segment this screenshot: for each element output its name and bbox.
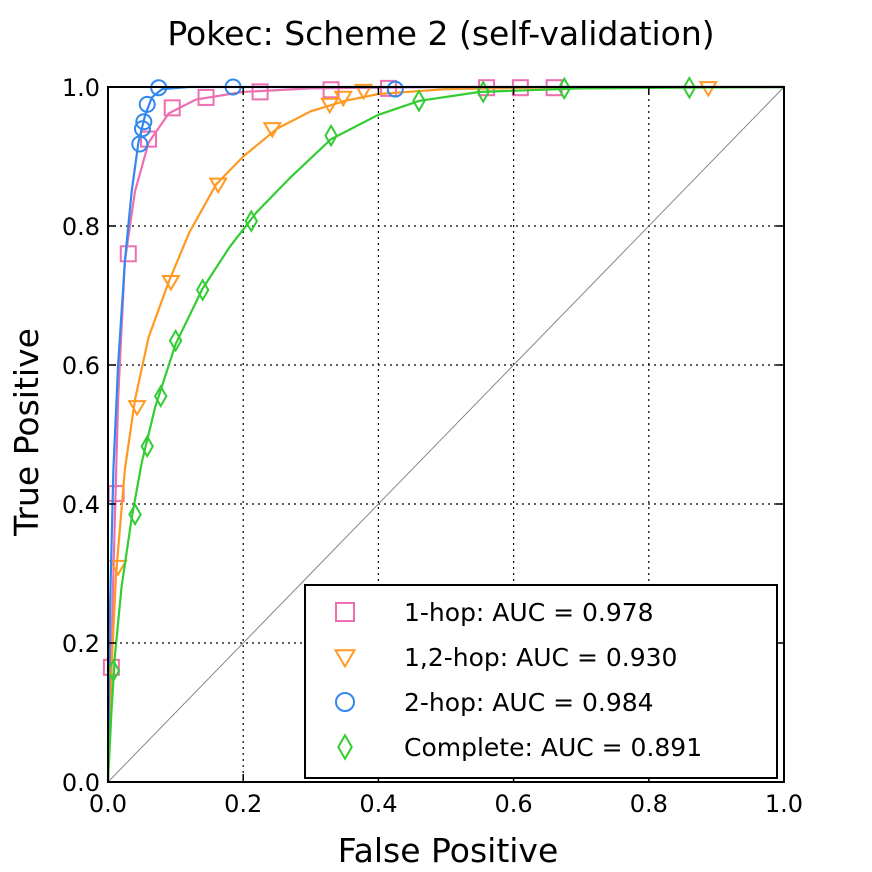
y-tick-label: 1.0 — [62, 74, 100, 102]
x-tick-label: 0.4 — [359, 790, 397, 818]
legend-box — [304, 584, 778, 779]
legend-marker — [335, 602, 355, 622]
x-tick-label: 0.2 — [224, 790, 262, 818]
data-point — [140, 434, 154, 459]
data-point — [386, 80, 404, 98]
data-point — [195, 278, 210, 302]
data-point — [322, 81, 340, 99]
chart-title: Pokec: Scheme 2 (self-validation) — [167, 14, 714, 53]
legend-marker — [333, 649, 357, 669]
x-axis-label: False Positive — [338, 831, 559, 870]
data-point — [557, 76, 572, 101]
data-point — [197, 88, 215, 106]
data-point — [262, 122, 282, 139]
axis-ticks: 0.0 0.2 0.4 0.6 0.8 1.0 0.0 0.2 0.4 0.6 0.8 1.0 — [62, 74, 803, 818]
x-tick-label: 0.0 — [89, 790, 127, 818]
y-axis-label: True Positive — [7, 328, 46, 537]
legend-marker — [337, 733, 353, 761]
data-point — [476, 80, 490, 104]
data-point — [208, 177, 228, 195]
data-point — [380, 79, 398, 97]
chance-diagonal — [107, 86, 785, 783]
legend: 1-hop: AUC = 0.978 1,2-hop: AUC = 0.930 2-… — [304, 584, 778, 779]
legend-entry: 1-hop: AUC = 0.978 — [404, 598, 654, 627]
data-point — [133, 120, 151, 138]
data-point — [333, 90, 353, 108]
data-point — [168, 328, 183, 353]
data-point — [324, 123, 338, 148]
x-tick-label: 0.8 — [630, 790, 668, 818]
legend-entry: Complete: AUC = 0.891 — [404, 733, 702, 762]
data-point — [682, 75, 697, 100]
x-tick-label: 1.0 — [765, 790, 803, 818]
legend-entry: 1,2-hop: AUC = 0.930 — [404, 643, 677, 672]
y-tick-label: 0.0 — [62, 769, 100, 797]
legend-entry: 2-hop: AUC = 0.984 — [404, 688, 654, 717]
data-point — [163, 99, 181, 117]
data-point — [119, 245, 137, 263]
y-tick-label: 0.6 — [62, 352, 100, 380]
series-4 — [106, 75, 785, 783]
data-point — [251, 83, 269, 101]
data-point — [412, 89, 426, 113]
legend-marker — [335, 692, 355, 712]
data-point — [244, 209, 259, 233]
y-tick-label: 0.4 — [62, 491, 100, 519]
y-tick-label: 0.8 — [62, 213, 100, 241]
y-tick-label: 0.2 — [62, 630, 100, 658]
data-point — [353, 83, 374, 101]
data-point — [138, 95, 156, 113]
series-1 — [102, 79, 784, 783]
data-point — [135, 113, 153, 131]
data-point — [698, 81, 718, 98]
data-point — [320, 97, 340, 115]
series-line — [106, 85, 784, 783]
data-point — [106, 659, 121, 683]
series-line — [106, 85, 785, 783]
data-point — [161, 274, 181, 292]
plot-frame — [107, 86, 785, 783]
data-point — [108, 559, 128, 577]
data-point — [153, 384, 168, 409]
x-tick-label: 0.6 — [495, 790, 533, 818]
data-point — [128, 502, 142, 527]
data-point — [127, 400, 147, 417]
